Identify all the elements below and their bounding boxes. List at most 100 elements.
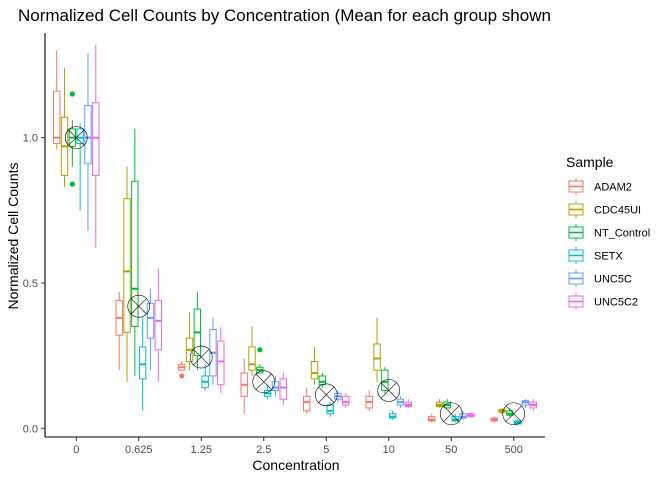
x-tick-label: 0 — [73, 444, 79, 456]
box — [529, 399, 537, 411]
group-mean-marker — [502, 402, 526, 426]
box — [396, 396, 405, 408]
box — [185, 312, 194, 371]
box-iqr — [303, 395, 311, 412]
box — [404, 399, 412, 408]
y-tick-label: 0.0 — [23, 423, 38, 435]
box-iqr — [310, 360, 319, 380]
box — [123, 166, 131, 382]
box — [76, 123, 84, 211]
box — [279, 373, 287, 406]
box — [521, 399, 530, 408]
box — [467, 412, 475, 419]
box — [256, 347, 264, 374]
y-axis-title: Normalized Cell Counts — [5, 162, 21, 309]
box — [146, 288, 155, 371]
x-tick-label: 500 — [505, 444, 523, 456]
box — [263, 384, 272, 400]
series-unc5c — [84, 53, 530, 420]
box-iqr — [146, 302, 155, 339]
x-tick-label: 2.5 — [256, 444, 271, 456]
box — [84, 53, 92, 231]
box — [131, 128, 139, 376]
legend-item: ADAM2 — [568, 178, 632, 195]
group-mean-marker — [252, 370, 276, 394]
box — [435, 399, 444, 408]
box — [201, 364, 209, 391]
group-mean-marker — [127, 294, 151, 318]
legend-label: UNC5C — [594, 274, 632, 286]
box — [217, 326, 225, 394]
box — [459, 410, 467, 420]
box-iqr — [84, 105, 92, 165]
box — [334, 390, 342, 403]
box-iqr — [342, 395, 350, 406]
box-iqr — [123, 198, 131, 333]
group-mean-marker — [189, 345, 213, 369]
legend-item: NT_Control — [568, 224, 650, 241]
box-iqr — [76, 128, 84, 144]
x-tick-label: 50 — [445, 444, 457, 456]
outlier-point — [69, 91, 75, 97]
outlier-point — [69, 181, 75, 187]
group-mean-marker — [377, 379, 401, 402]
legend: Sample ADAM2 CDC45UI NT_Control SETX UNC5C UN… — [566, 154, 650, 310]
box-iqr — [138, 346, 147, 380]
box — [271, 375, 280, 397]
series-adam2 — [53, 50, 498, 423]
x-ticks: 0 0.625 1.25 2.5 5 10 50 500 — [73, 437, 523, 456]
legend-label: CDC45UI — [594, 205, 641, 217]
group-mean-marker — [314, 383, 338, 407]
series-setx — [76, 123, 522, 426]
y-tick-label: 0.5 — [23, 278, 38, 290]
box — [154, 268, 162, 382]
group-mean-marker — [64, 126, 88, 149]
box — [365, 390, 373, 411]
box — [138, 317, 147, 411]
outlier-point — [179, 373, 185, 379]
box — [209, 317, 217, 385]
plot-area — [53, 44, 537, 426]
box — [342, 393, 350, 408]
box-iqr — [373, 343, 381, 371]
group-mean-marker — [439, 402, 463, 426]
box-iqr — [131, 180, 139, 328]
box-iqr — [279, 378, 287, 400]
box — [178, 361, 186, 379]
legend-item: SETX — [568, 247, 623, 264]
box-iqr — [381, 369, 389, 391]
y-ticks: 0.0 0.5 1.0 — [23, 133, 45, 435]
box-iqr — [53, 90, 61, 144]
legend-label: UNC5C2 — [594, 297, 638, 309]
box — [388, 410, 397, 420]
legend-item: UNC5C2 — [568, 293, 638, 310]
box-iqr — [326, 404, 334, 415]
box — [193, 291, 202, 371]
box-iqr — [271, 381, 280, 391]
x-tick-label: 0.625 — [125, 444, 153, 456]
chart-title: Normalized Cell Counts by Concentration … — [18, 6, 551, 25]
box — [373, 317, 381, 382]
box — [92, 44, 100, 249]
box-iqr — [248, 346, 256, 371]
x-tick-label: 5 — [323, 444, 329, 456]
box — [60, 67, 69, 188]
box — [310, 346, 319, 385]
legend-item: CDC45UI — [568, 201, 641, 218]
outlier-point — [257, 347, 263, 353]
x-axis-title: Concentration — [252, 457, 339, 473]
box-iqr — [92, 102, 100, 176]
box-iqr — [318, 375, 327, 386]
box — [53, 50, 61, 150]
x-tick-label: 1.25 — [191, 444, 212, 456]
legend-label: ADAM2 — [594, 182, 632, 194]
box-iqr — [154, 299, 162, 351]
legend-title: Sample — [566, 154, 614, 170]
box — [490, 416, 498, 423]
series-nt-control — [68, 91, 514, 417]
box — [68, 91, 77, 187]
series-cdc45ui — [60, 67, 506, 414]
series-unc5c2 — [92, 44, 537, 419]
box — [303, 387, 311, 414]
